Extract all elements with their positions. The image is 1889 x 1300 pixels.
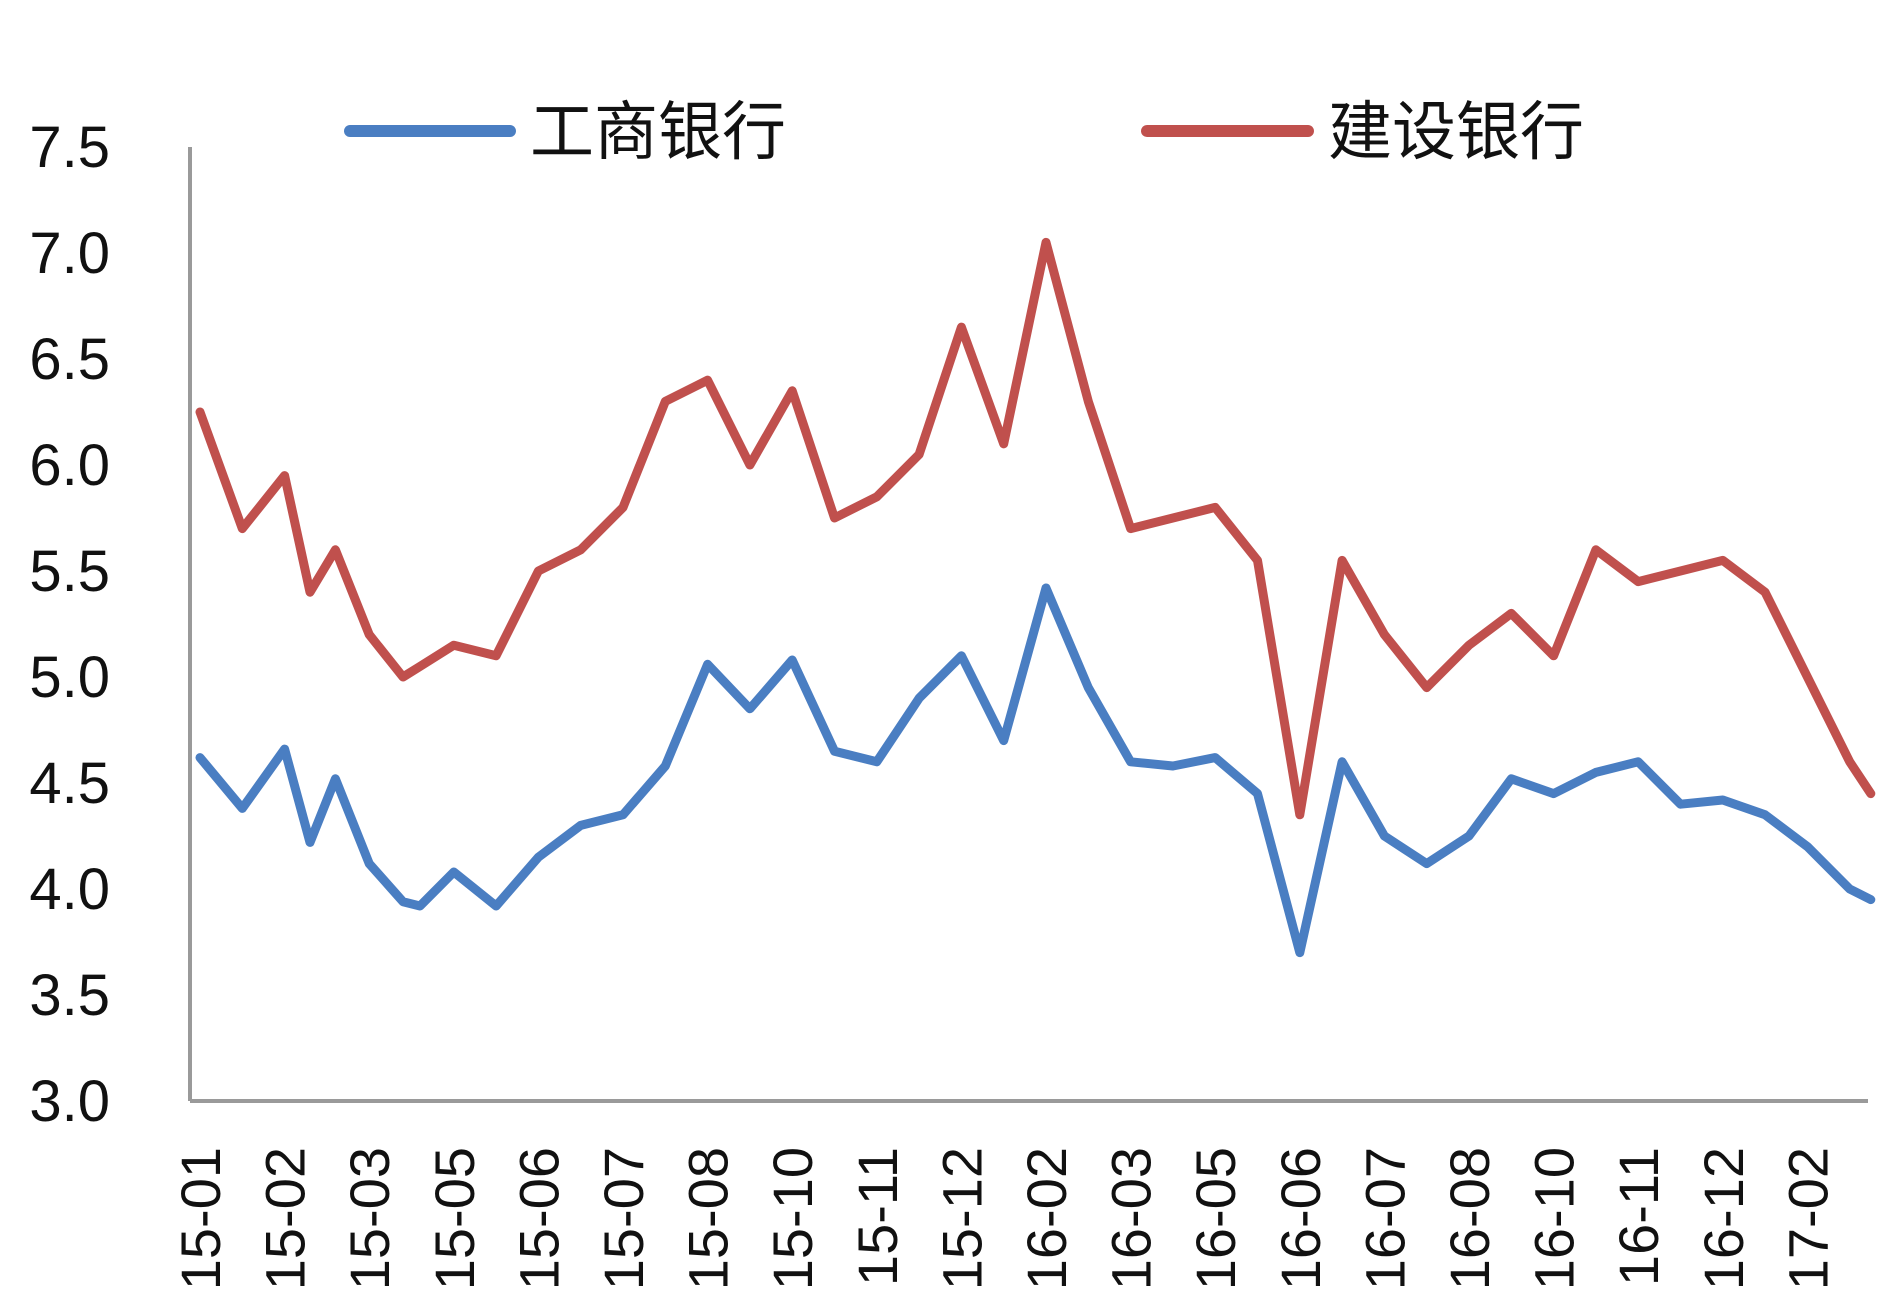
x-tick-label: 16-10 [1523,1147,1586,1290]
x-tick-label: 16-03 [1100,1147,1163,1290]
y-tick-label: 5.5 [29,539,110,604]
y-tick-label: 4.0 [29,857,110,922]
series-layer [195,237,1876,958]
series-line-ccb [195,237,1876,820]
x-tick-label: 15-03 [338,1147,401,1290]
y-tick-label: 7.5 [29,115,110,180]
x-tick-label: 15-07 [592,1147,655,1290]
x-tick-label: 16-06 [1269,1147,1332,1290]
series-line-icbc [195,583,1876,958]
y-tick-label: 6.5 [29,327,110,392]
y-tick-label: 4.5 [29,751,110,816]
x-tick-label: 15-02 [254,1147,317,1290]
legend: 工商银行 建设银行 [344,96,1584,170]
x-tick-label: 16-02 [1015,1147,1078,1290]
x-tick-label: 16-11 [1607,1147,1670,1286]
x-tick-label: 15-05 [423,1147,486,1290]
x-tick-label: 15-10 [761,1147,824,1290]
x-tick-label: 15-06 [507,1147,570,1290]
y-tick-label: 3.5 [29,963,110,1028]
legend-label-ccb: 建设银行 [1328,96,1584,170]
y-tick-label: 3.0 [29,1069,110,1134]
y-tick-label: 6.0 [29,433,110,498]
x-tick-label: 15-08 [677,1147,740,1290]
x-tick-label: 17-02 [1776,1147,1839,1290]
x-tick-label: 16-05 [1184,1147,1247,1290]
x-axis-ticks: 15-01 15-02 15-03 15-05 15-06 15-07 15-08 15-10… [169,1147,1839,1290]
x-tick-label: 15-12 [930,1147,993,1290]
y-tick-label: 5.0 [29,645,110,710]
x-tick-label: 16-07 [1353,1147,1416,1290]
y-axis-ticks: 7.5 7.0 6.5 6.0 5.5 5.0 4.5 4.0 3.5 3.0 [29,115,110,1134]
x-tick-label: 16-12 [1692,1147,1755,1290]
y-tick-label: 7.0 [29,221,110,286]
x-tick-label: 15-01 [169,1147,232,1290]
x-tick-label: 15-11 [846,1147,909,1286]
x-tick-label: 16-08 [1438,1147,1501,1290]
legend-label-icbc: 工商银行 [530,96,786,170]
